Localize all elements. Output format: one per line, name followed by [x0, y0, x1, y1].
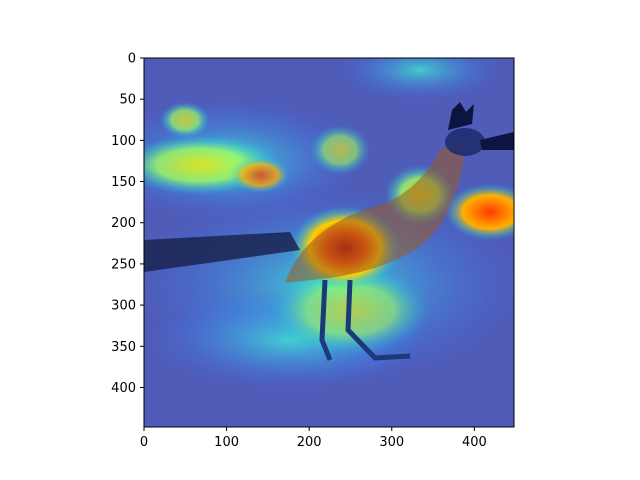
bird-body: [285, 140, 464, 283]
bird-tail: [144, 232, 300, 272]
y-tick-label: 50: [119, 93, 136, 108]
y-tick-label: 300: [111, 299, 136, 314]
x-tick-label: 100: [214, 435, 239, 450]
x-axis: 0 100 200 300 400: [140, 427, 487, 450]
y-tick-label: 400: [111, 381, 136, 396]
x-tick-label: 400: [462, 435, 487, 450]
heatmap-image: [144, 58, 514, 427]
y-tick-label: 100: [111, 134, 136, 149]
bird-crest: [448, 102, 474, 130]
y-tick-label: 250: [111, 257, 136, 272]
y-tick-label: 0: [128, 52, 136, 67]
bird-head: [445, 128, 485, 156]
bird-legs: [319, 279, 411, 361]
x-tick-label: 300: [379, 435, 404, 450]
y-tick-label: 150: [111, 175, 136, 190]
plot-frame: [143, 57, 515, 428]
bird-beak: [480, 132, 514, 150]
x-tick-label: 0: [140, 435, 148, 450]
y-tick-label: 350: [111, 340, 136, 355]
y-tick-label: 200: [111, 216, 136, 231]
y-axis: 0 50 100 150 200 250 300 350 400: [111, 52, 144, 396]
x-tick-label: 200: [297, 435, 322, 450]
